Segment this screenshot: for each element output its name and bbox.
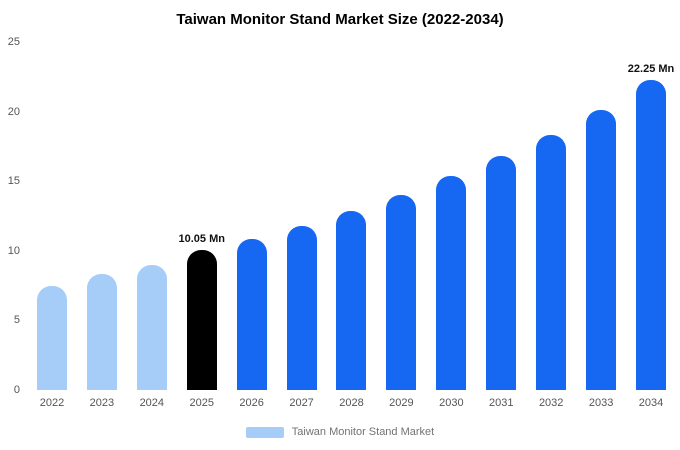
x-tick-label: 2028 [339, 397, 364, 409]
bar-2024[interactable] [136, 264, 167, 390]
x-tick-label: 2022 [39, 397, 65, 409]
bar-column [277, 42, 327, 390]
x-tick-label: 2023 [89, 397, 115, 409]
chart-title: Taiwan Monitor Stand Market Size (2022-2… [176, 11, 504, 28]
bar-column: 10.05 Mn [177, 42, 227, 390]
bar-column [376, 42, 426, 390]
y-tick-label: 10 [7, 244, 20, 257]
bar-2022[interactable] [36, 285, 67, 390]
x-tick-label: 2026 [239, 397, 264, 409]
bar-column [576, 42, 626, 390]
bar-2033[interactable] [586, 110, 617, 390]
bar-2029[interactable] [386, 195, 417, 390]
bar-2034[interactable] [636, 80, 667, 390]
bar-column: 22.25 Mn [626, 42, 676, 390]
x-tick-label: 2034 [638, 397, 664, 409]
bar-column [27, 42, 77, 390]
bar-2025[interactable] [186, 250, 217, 390]
y-tick-label: 25 [7, 36, 20, 48]
plot-area: 10.05 Mn 22.25 Mn [27, 42, 676, 390]
bar-column [476, 42, 526, 390]
bar-value-label: 10.05 Mn [178, 233, 225, 246]
bar-2032[interactable] [536, 134, 567, 390]
x-tick-label: 2030 [439, 397, 464, 409]
x-tick-label: 2033 [588, 397, 614, 409]
bar-2026[interactable] [236, 238, 267, 390]
y-tick-label: 15 [7, 175, 20, 188]
x-tick-label: 2027 [289, 397, 314, 409]
y-tick-label: 20 [7, 105, 20, 118]
bar-column [77, 42, 127, 390]
x-tick-label: 2029 [389, 397, 414, 409]
bar-column [526, 42, 576, 390]
x-tick-label: 2032 [538, 397, 564, 409]
y-tick-label: 0 [13, 384, 20, 396]
bar-2027[interactable] [286, 226, 317, 390]
bar-column [327, 42, 377, 390]
x-tick-label: 2025 [189, 397, 214, 409]
legend-label: Taiwan Monitor Stand Market [291, 426, 435, 438]
y-axis: 0 5 10 15 20 25 [0, 36, 22, 396]
x-tick-label: 2024 [139, 397, 165, 409]
legend[interactable]: Taiwan Monitor Stand Market [0, 426, 680, 438]
bar-value-label: 22.25 Mn [627, 63, 675, 76]
bar-2028[interactable] [336, 211, 367, 390]
bar-2030[interactable] [436, 175, 467, 390]
legend-swatch [245, 426, 284, 438]
bar-column [127, 42, 177, 390]
y-tick-label: 5 [13, 314, 20, 327]
bar-2031[interactable] [486, 156, 517, 390]
bars-area: 10.05 Mn 22.25 Mn [27, 42, 676, 390]
bar-2023[interactable] [86, 274, 117, 390]
x-tick-label: 2031 [489, 397, 514, 409]
x-axis: 2022 2023 2024 2025 2026 2027 2028 2029 2030 2031… [27, 397, 676, 409]
bar-column [227, 42, 277, 390]
bar-column [426, 42, 476, 390]
